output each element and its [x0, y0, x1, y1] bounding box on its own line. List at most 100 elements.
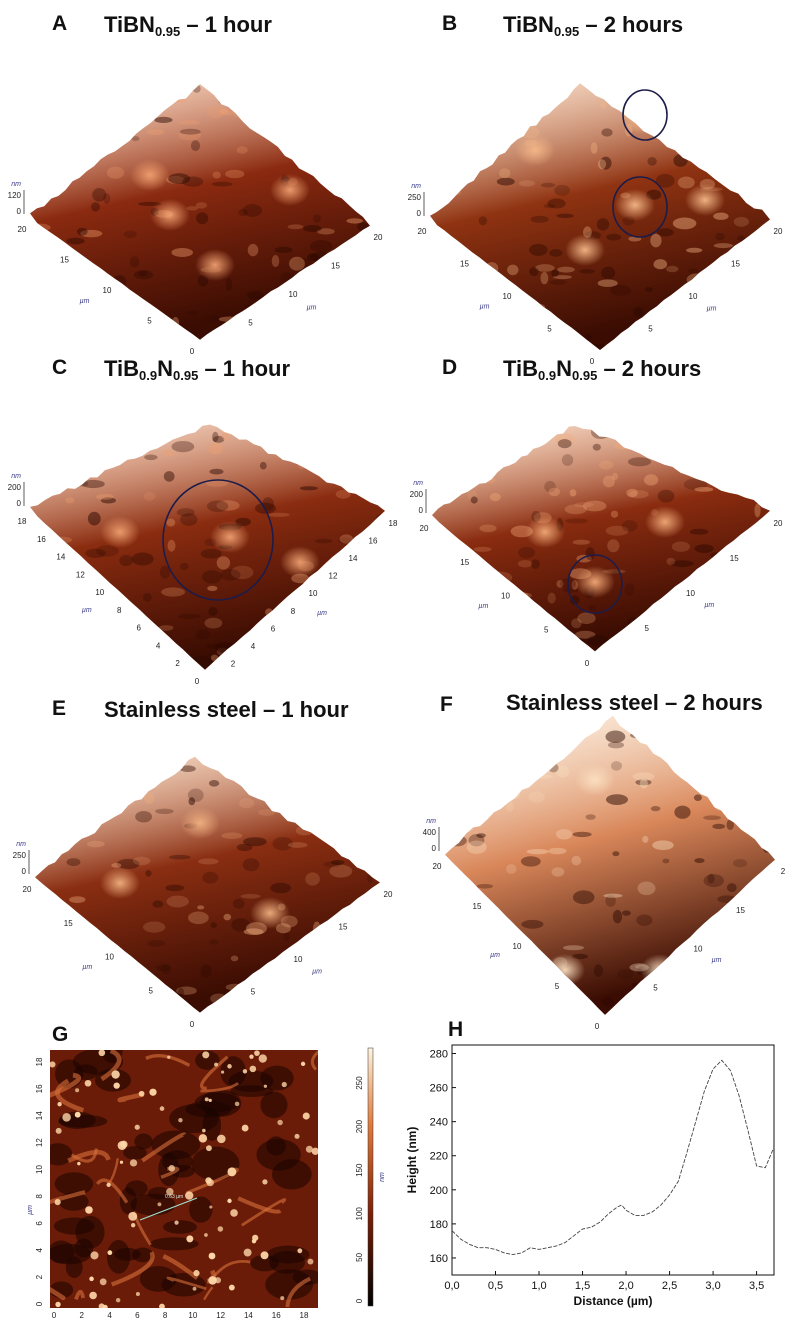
- panel-letter-g: G: [52, 1023, 69, 1046]
- panel-letter-b: B: [442, 12, 458, 35]
- left-axis-tick: 10: [503, 292, 512, 301]
- left-axis-tick: 15: [64, 919, 73, 928]
- z-axis-unit: nm: [426, 818, 436, 825]
- x-tick-label: 2,5: [662, 1280, 677, 1292]
- right-axis-tick: 15: [736, 906, 745, 915]
- right-axis-tick: 15: [731, 260, 740, 269]
- left-axis-tick: 8: [117, 606, 122, 615]
- right-axis-tick: 20: [774, 519, 783, 528]
- left-axis-tick: 5: [555, 982, 560, 991]
- left-axis-tick: 10: [95, 588, 104, 597]
- x-tick-label: 3,0: [705, 1280, 720, 1292]
- afm-plot-a: nm 120 0 20 15 10 5 0 µm 5 10 15 20 µm: [8, 84, 383, 356]
- left-axis-tick: 12: [76, 570, 85, 579]
- y-tick-label: 260: [430, 1083, 448, 1095]
- right-axis-tick: 15: [331, 262, 340, 271]
- panel-title-d: TiB0.9N0.95 – 2 hours: [503, 356, 702, 383]
- right-axis-unit: µm: [312, 969, 322, 976]
- right-axis-tick: 15: [730, 554, 739, 563]
- left-axis-tick: 10: [105, 953, 114, 962]
- right-axis-unit: µm: [712, 957, 722, 964]
- panel-letter-h: H: [448, 1018, 464, 1041]
- panel-letter-d: D: [442, 356, 458, 379]
- left-axis-tick: 15: [460, 260, 469, 269]
- color-scale-tick: 100: [355, 1207, 364, 1221]
- y-axis-label: Height (nm): [405, 1127, 419, 1194]
- panel-letter-e: E: [52, 697, 67, 720]
- right-axis-tick: 20: [374, 233, 383, 242]
- map-y-tick: 18: [35, 1057, 44, 1066]
- z-axis-zero: 0: [432, 844, 437, 853]
- color-scale-tick: 150: [355, 1163, 364, 1177]
- z-axis-tick: 200: [8, 483, 22, 492]
- right-axis-tick: 15: [339, 923, 348, 932]
- color-scale-tick: 0: [355, 1298, 364, 1303]
- afm-surface-f: nm 400 0 20 15 10 5 0 µm 5 10 15 2 µm: [395, 715, 786, 1031]
- panel-letter-a: A: [52, 12, 68, 35]
- left-axis-tick: 15: [60, 256, 69, 265]
- feature-circle: [567, 554, 623, 614]
- map-x-tick: 12: [216, 1311, 225, 1320]
- feature-circle: [622, 89, 668, 141]
- afm-surface-a: nm 120 0 20 15 10 5 0 µm 5 10 15 20 µm: [0, 40, 390, 356]
- left-axis-tick: 2: [175, 659, 180, 668]
- left-axis-unit: µm: [82, 607, 92, 614]
- left-axis-tick: 0: [195, 677, 200, 686]
- afm-surface-c: nm 200 0 18 16 14 12 10 8 6 4 2 0 µm 2 4 6 8 10 12 14 16 18 µm: [0, 382, 398, 686]
- right-axis-unit: µm: [707, 306, 717, 313]
- y-tick-label: 240: [430, 1117, 448, 1129]
- z-axis-tick: 200: [410, 490, 424, 499]
- right-axis-tick: 5: [648, 325, 653, 334]
- y-tick-label: 200: [430, 1185, 448, 1197]
- left-axis-tick: 5: [149, 986, 154, 995]
- afm-surface-e: nm 250 0 20 15 10 5 0 µm 5 10 15 20 µm: [0, 723, 393, 1029]
- right-axis-tick: 12: [329, 572, 338, 581]
- right-axis-tick: 10: [294, 955, 303, 964]
- z-axis-unit: nm: [16, 841, 26, 848]
- x-axis-label: Distance (µm): [574, 1294, 653, 1308]
- right-axis-tick: 2: [781, 867, 786, 876]
- right-axis-unit: µm: [317, 610, 327, 617]
- map-y-tick: 16: [35, 1084, 44, 1093]
- map-y-tick: 10: [35, 1165, 44, 1174]
- left-axis-tick: 0: [590, 357, 595, 366]
- z-axis-unit: nm: [11, 181, 21, 188]
- y-tick-label: 160: [430, 1253, 448, 1265]
- z-axis-tick: 250: [13, 851, 27, 860]
- right-axis-tick: 5: [653, 983, 658, 992]
- left-axis-tick: 0: [190, 1020, 195, 1029]
- z-axis-zero: 0: [419, 506, 424, 515]
- map-y-tick: 2: [35, 1274, 44, 1279]
- right-axis-tick: 10: [309, 589, 318, 598]
- afm-plot-c: nm 200 0 18 16 14 12 10 8 6 4 2 0 µm 2 4 6 8 10 12 14 16 18 µm: [8, 424, 398, 686]
- z-axis-zero: 0: [17, 207, 22, 216]
- map-y-tick: 8: [35, 1194, 44, 1199]
- right-axis-tick: 2: [231, 659, 236, 668]
- x-tick-label: 1,5: [575, 1280, 590, 1292]
- y-tick-label: 220: [430, 1151, 448, 1163]
- map-x-tick: 8: [163, 1311, 168, 1320]
- left-axis-tick: 4: [156, 641, 161, 650]
- z-axis-unit: nm: [11, 473, 21, 480]
- z-axis-tick: 250: [408, 193, 422, 202]
- left-axis-tick: 5: [544, 625, 549, 634]
- z-axis-unit: nm: [413, 480, 423, 487]
- z-axis-zero: 0: [417, 209, 422, 218]
- left-axis-tick: 20: [433, 862, 442, 871]
- height-profile-line: [451, 1059, 775, 1256]
- feature-circle: [162, 479, 274, 601]
- left-axis-tick: 5: [147, 317, 152, 326]
- x-tick-label: 0,5: [488, 1280, 503, 1292]
- left-axis-tick: 10: [513, 942, 522, 951]
- right-axis-tick: 10: [689, 292, 698, 301]
- profile-line: [139, 1197, 198, 1221]
- map-y-unit: µm: [27, 1205, 34, 1215]
- map-x-tick: 4: [107, 1311, 112, 1320]
- right-axis-tick: 5: [248, 319, 253, 328]
- map-x-tick: 6: [135, 1311, 140, 1320]
- left-axis-tick: 0: [595, 1022, 600, 1031]
- afm-surface-d: nm 200 0 20 15 10 5 0 µm 5 10 15 20 µm: [395, 382, 785, 672]
- left-axis-tick: 20: [418, 227, 427, 236]
- afm-surface-body: [30, 84, 370, 340]
- z-axis-zero: 0: [22, 867, 27, 876]
